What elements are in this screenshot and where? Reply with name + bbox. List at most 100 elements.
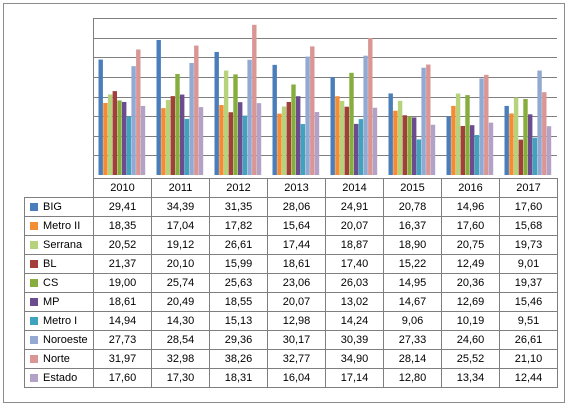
- data-value: 34,90: [325, 349, 384, 369]
- bar-big-2010: [98, 59, 103, 175]
- bar-estado-2014: [372, 107, 378, 175]
- data-value: 14,96: [441, 197, 500, 217]
- year-header: 2014: [325, 178, 384, 198]
- data-value: 17,60: [93, 368, 152, 388]
- data-value: 17,60: [441, 216, 500, 236]
- bar-bl-2012: [228, 112, 233, 175]
- table-corner: [24, 178, 94, 198]
- bar-big-2016: [446, 116, 451, 175]
- bar-metro-ii-2016: [451, 105, 456, 175]
- bar-bl-2014: [344, 106, 349, 175]
- series-label: Estado: [24, 368, 94, 388]
- data-value: 25,63: [209, 273, 268, 293]
- data-value: 29,36: [209, 330, 268, 350]
- data-value: 28,06: [267, 197, 326, 217]
- bar-metro-ii-2011: [161, 108, 166, 175]
- data-value: 17,04: [151, 216, 210, 236]
- series-label: MP: [24, 292, 94, 312]
- bar-noroeste-2015: [421, 67, 426, 175]
- data-value: 14,24: [325, 311, 384, 331]
- bar-serrana-2011: [165, 99, 171, 175]
- table-row: Metro I 14,94 14,30 15,13 12,98 14,24 9,06 10,1…: [24, 311, 558, 331]
- bar-cs-2017: [523, 98, 528, 175]
- data-value: 9,51: [499, 311, 558, 331]
- data-value: 12,49: [441, 254, 500, 274]
- bar-mp-2015: [412, 117, 417, 175]
- bar-cs-2015: [407, 116, 412, 175]
- year-header: 2016: [441, 178, 500, 198]
- year-header: 2013: [267, 178, 326, 198]
- bar-metro-i-2016: [474, 135, 480, 175]
- chart-plot: [93, 18, 557, 178]
- legend-key-icon: [30, 260, 38, 268]
- year-header: 2010: [93, 178, 152, 198]
- series-name: Estado: [43, 372, 78, 384]
- bar-metro-ii-2017: [509, 113, 514, 175]
- bar-big-2013: [272, 64, 277, 175]
- bar-estado-2012: [256, 103, 262, 175]
- series-label: Serrana: [24, 235, 94, 255]
- bar-cs-2010: [117, 100, 122, 175]
- bar-estado-2016: [488, 122, 494, 175]
- bar-bl-2013: [286, 101, 291, 175]
- bar-big-2017: [504, 105, 509, 175]
- series-name: Noroeste: [43, 334, 88, 346]
- bar-mp-2013: [296, 96, 301, 175]
- data-value: 32,77: [267, 349, 326, 369]
- bar-metro-i-2011: [184, 118, 190, 175]
- bar-norte-2016: [484, 74, 489, 175]
- data-value: 15,99: [209, 254, 268, 274]
- data-value: 27,73: [93, 330, 152, 350]
- bar-serrana-2013: [281, 106, 287, 175]
- series-name: Serrana: [43, 239, 83, 251]
- bar-metro-ii-2010: [103, 102, 108, 175]
- bar-big-2012: [214, 51, 219, 176]
- bar-metro-ii-2013: [277, 113, 282, 175]
- bar-big-2011: [156, 40, 161, 175]
- data-value: 13,02: [325, 292, 384, 312]
- bar-mp-2011: [180, 94, 185, 175]
- data-value: 12,98: [267, 311, 326, 331]
- table-row: BL 21,37 20,10 15,99 18,61 17,40 15,22 12,49 9,0…: [24, 254, 558, 274]
- bar-metro-i-2017: [532, 137, 538, 175]
- series-label: BL: [24, 254, 94, 274]
- data-value: 14,94: [93, 311, 152, 331]
- data-value: 13,34: [441, 368, 500, 388]
- bar-bl-2015: [402, 115, 407, 175]
- data-value: 18,87: [325, 235, 384, 255]
- table-row: CS 19,00 25,74 25,63 23,06 26,03 14,95 20,36 19,…: [24, 273, 558, 293]
- bar-norte-2013: [310, 46, 315, 175]
- series-label: CS: [24, 273, 94, 293]
- data-value: 26,03: [325, 273, 384, 293]
- bar-serrana-2014: [339, 100, 345, 175]
- data-value: 18,61: [93, 292, 152, 312]
- bar-metro-i-2015: [416, 139, 422, 175]
- table-row: Norte 31,97 32,98 38,26 32,77 34,90 28,14 25,52…: [24, 349, 558, 369]
- bar-serrana-2010: [107, 94, 113, 175]
- data-value: 14,67: [383, 292, 442, 312]
- table-row: Estado 17,60 17,30 18,31 16,04 17,14 12,80 13,3…: [24, 368, 558, 388]
- bar-cs-2013: [291, 84, 296, 175]
- data-value: 15,46: [499, 292, 558, 312]
- data-value: 27,33: [383, 330, 442, 350]
- bar-bl-2017: [518, 139, 523, 175]
- bar-cs-2012: [233, 74, 238, 175]
- data-value: 31,97: [93, 349, 152, 369]
- bar-bl-2016: [460, 125, 465, 175]
- bar-serrana-2016: [455, 93, 461, 175]
- bar-estado-2015: [430, 124, 436, 175]
- series-name: CS: [43, 277, 59, 289]
- data-value: 25,74: [151, 273, 210, 293]
- series-label: Metro I: [24, 311, 94, 331]
- data-value: 20,52: [93, 235, 152, 255]
- data-value: 17,30: [151, 368, 210, 388]
- legend-key-icon: [30, 298, 38, 306]
- bar-norte-2015: [426, 64, 431, 175]
- bar-mp-2016: [470, 125, 475, 175]
- bar-metro-i-2012: [242, 115, 248, 175]
- data-value: 17,82: [209, 216, 268, 236]
- data-value: 30,39: [325, 330, 384, 350]
- data-value: 19,37: [499, 273, 558, 293]
- data-value: 34,39: [151, 197, 210, 217]
- bar-cs-2016: [465, 95, 470, 175]
